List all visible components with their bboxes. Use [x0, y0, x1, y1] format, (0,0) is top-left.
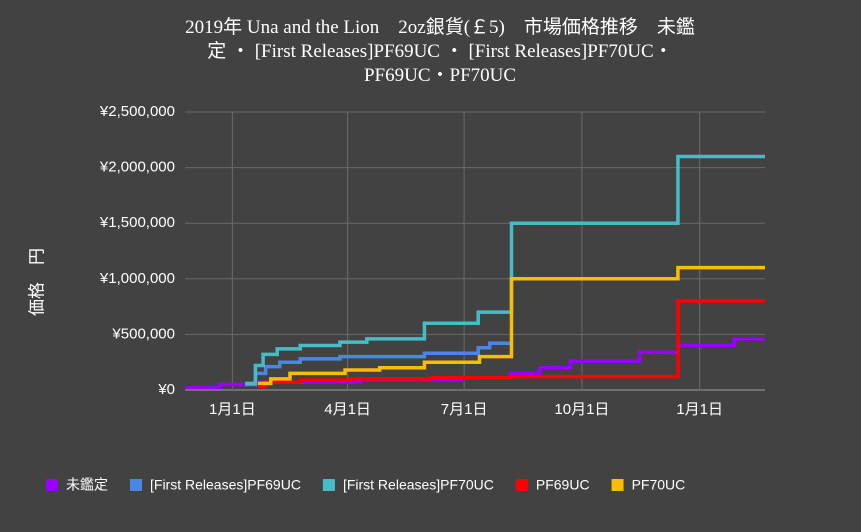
y-tick-label: ¥0: [157, 381, 175, 398]
line-series: [257, 265, 765, 386]
line-series: [245, 154, 765, 386]
y-tick-label: ¥1,000,000: [99, 270, 175, 287]
legend-label: [First Releases]PF70UC: [343, 477, 494, 493]
y-axis-label: 価格 円: [27, 248, 46, 316]
legend-label: PF69UC: [536, 477, 590, 493]
legend-label: PF70UC: [632, 477, 686, 493]
x-tick-label: 4月1日: [324, 401, 371, 418]
x-tick-label: 1月1日: [676, 401, 723, 418]
legend-label: 未鑑定: [66, 477, 108, 493]
line-series: [245, 341, 511, 387]
y-tick-label: ¥500,000: [111, 325, 175, 342]
chart-title: 2019年 Una and the Lion 2oz銀貨(￡5) 市場価格推移 …: [185, 17, 695, 86]
legend-swatch: [322, 479, 335, 491]
legend-label: [First Releases]PF69UC: [150, 477, 301, 493]
legend-swatch: [46, 479, 58, 491]
x-tick-label: 1月1日: [209, 401, 256, 418]
y-tick-label: ¥2,000,000: [99, 159, 175, 176]
y-tick-label: ¥1,500,000: [99, 214, 175, 231]
x-tick-label: 7月1日: [441, 401, 488, 418]
legend-swatch: [611, 479, 624, 491]
legend-swatch: [130, 479, 142, 491]
x-tick-label: 10月1日: [554, 401, 609, 418]
y-tick-label: ¥2,500,000: [99, 103, 175, 120]
legend-swatch: [515, 479, 528, 491]
